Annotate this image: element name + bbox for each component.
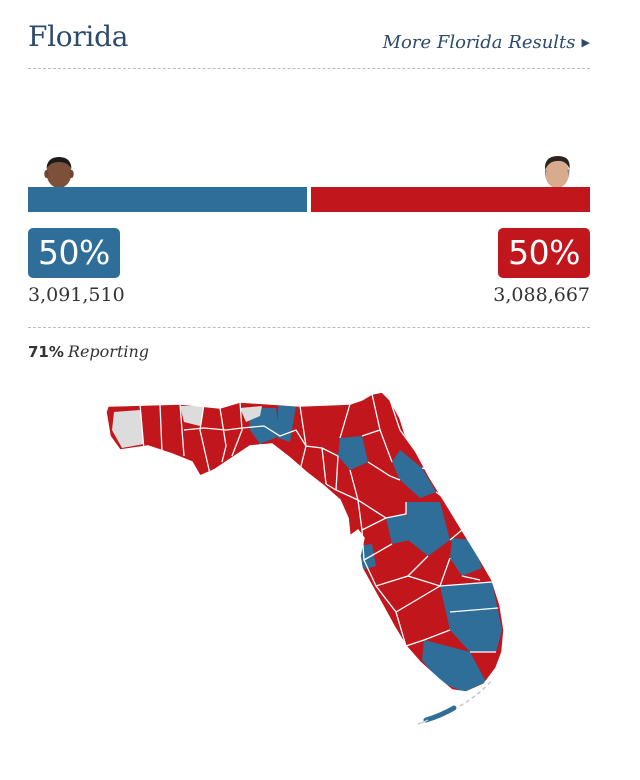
rep-percent-badge: 50% (498, 228, 590, 278)
dem-vote-count: 3,091,510 (28, 284, 125, 306)
dem-percent-badge: 50% (28, 228, 120, 278)
triangle-right-icon: ▶ (581, 36, 590, 49)
rep-vote-count: 3,088,667 (493, 284, 590, 306)
more-results-link[interactable]: More Florida Results ▶ (383, 32, 590, 53)
reporting-status: 71% Reporting (28, 342, 149, 361)
county-regions (106, 392, 504, 692)
reporting-label: Reporting (67, 342, 150, 361)
results-header: Florida More Florida Results ▶ (28, 20, 590, 60)
florida-map-icon (105, 391, 505, 725)
dem-vote-bar (28, 187, 307, 212)
rep-vote-bar (311, 187, 590, 212)
reporting-percent: 71% (28, 343, 64, 361)
divider (28, 327, 590, 328)
divider (28, 68, 590, 69)
state-title: Florida (28, 20, 129, 53)
county-results-map[interactable] (100, 390, 520, 740)
more-results-label: More Florida Results (382, 32, 576, 53)
